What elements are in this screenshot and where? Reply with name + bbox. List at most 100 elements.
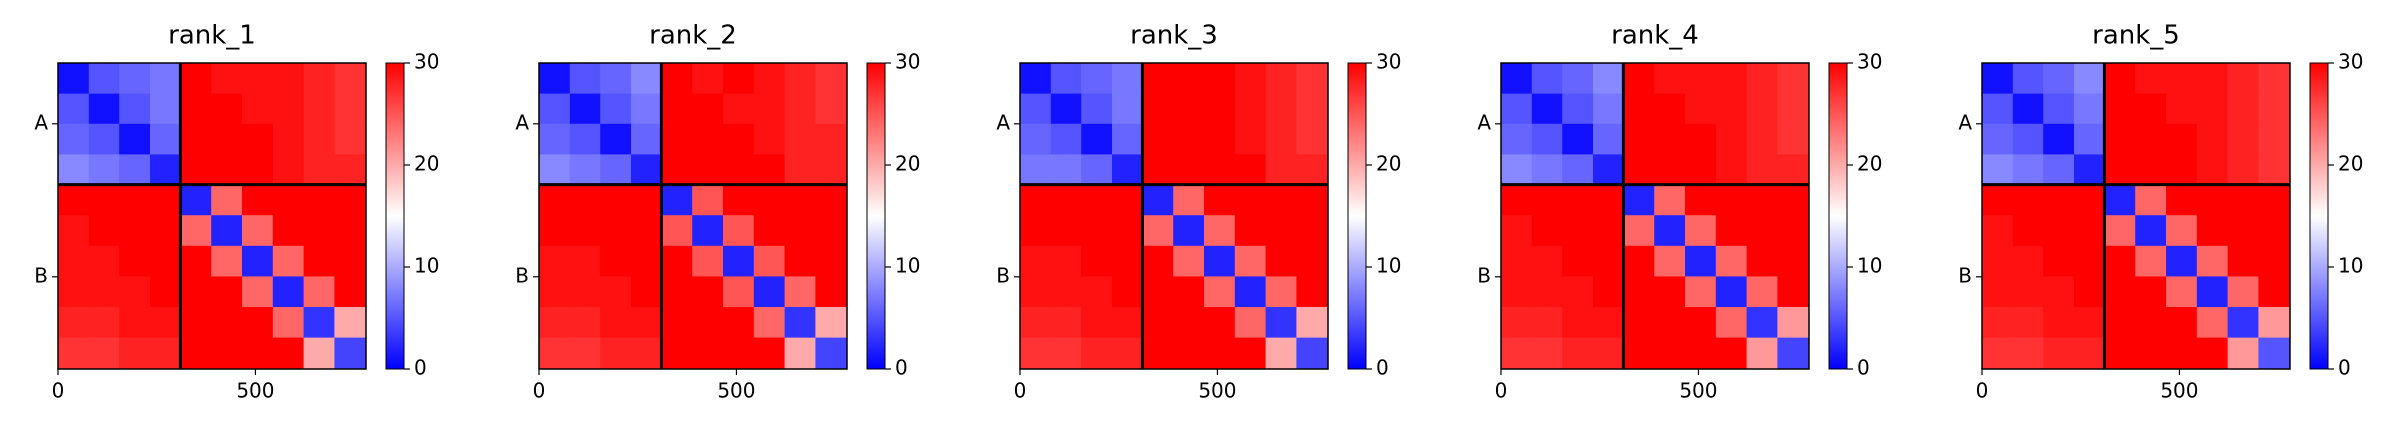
plot-frame <box>1981 62 2291 370</box>
heatmap-cell <box>1173 123 1205 155</box>
heatmap-cell <box>1654 276 1686 308</box>
heatmap-cell <box>2258 63 2291 95</box>
heatmap-cell <box>1173 276 1205 308</box>
heatmap-cell <box>2074 93 2105 125</box>
heatmap-cell <box>692 215 724 247</box>
heatmap-cell <box>784 276 816 308</box>
heatmap-cell <box>569 184 601 216</box>
heatmap-cell <box>2135 337 2167 370</box>
heatmap-cell <box>723 307 755 339</box>
heatmap-cell <box>661 154 693 186</box>
chart-title: rank_5 <box>2092 21 2180 51</box>
heatmap-cell <box>569 93 601 125</box>
heatmap-cell <box>180 245 212 277</box>
colorbar-tick-label: 20 <box>1376 152 1401 176</box>
heatmap-cell <box>631 154 662 186</box>
heatmap-cell <box>2012 276 2044 308</box>
heatmap-cell <box>272 184 305 216</box>
heatmap-cell <box>180 154 212 186</box>
heatmap-cell <box>2196 276 2229 308</box>
heatmap-cell <box>1501 307 1533 339</box>
heatmap-cell <box>2043 245 2075 277</box>
heatmap-cell <box>1685 337 1717 370</box>
heatmap-cell <box>1623 184 1655 216</box>
heatmap-cell <box>1593 123 1624 155</box>
heatmap-cell <box>58 154 90 186</box>
heatmap-cell <box>1081 307 1113 339</box>
heatmap-cell <box>2258 276 2291 308</box>
heatmap-cell <box>815 215 848 247</box>
heatmap-cell <box>815 245 848 277</box>
heatmap-cell <box>2104 307 2136 339</box>
heatmap-cell <box>1112 337 1143 370</box>
heatmap-cell <box>1081 63 1113 95</box>
chart-title: rank_3 <box>1130 21 1218 51</box>
heatmap-cell <box>1715 215 1748 247</box>
heatmap-cell <box>1296 276 1329 308</box>
heatmap-cell <box>723 215 755 247</box>
heatmap-cell <box>150 307 181 339</box>
heatmap-cell <box>1777 245 1810 277</box>
heatmap-cell <box>2227 123 2259 155</box>
heatmap-cell <box>2043 63 2075 95</box>
heatmap-cell <box>2043 215 2075 247</box>
heatmap-cell <box>2166 93 2198 125</box>
heatmap-cell <box>150 93 181 125</box>
heatmap-cell <box>753 337 786 370</box>
heatmap-cell <box>1715 307 1748 339</box>
heatmap-cell <box>784 184 816 216</box>
heatmap-cell <box>1777 276 1810 308</box>
x-tick-label: 500 <box>236 379 274 403</box>
heatmap-cell <box>1204 276 1236 308</box>
heatmap-cell <box>2104 154 2136 186</box>
heatmap-cell <box>600 307 632 339</box>
heatmap-cell <box>1982 307 2014 339</box>
heatmap-cell <box>1531 276 1563 308</box>
heatmap-cell <box>1777 154 1810 186</box>
heatmap-cell <box>180 215 212 247</box>
heatmap-cell <box>2227 307 2259 339</box>
heatmap-cell <box>723 276 755 308</box>
heatmap-cell <box>150 63 181 95</box>
heatmap-cell <box>119 93 151 125</box>
heatmap-cell <box>1112 245 1143 277</box>
heatmap-cell <box>723 154 755 186</box>
heatmap-cell <box>1501 154 1533 186</box>
heatmap-cell <box>242 215 274 247</box>
heatmap-cell <box>661 337 693 370</box>
heatmap-cell <box>303 276 335 308</box>
heatmap-cell <box>303 337 335 370</box>
heatmap-cell <box>2043 337 2075 370</box>
heatmap-cell <box>2227 63 2259 95</box>
heatmap-cell <box>2258 154 2291 186</box>
heatmap-cell <box>88 337 120 370</box>
heatmap-cell <box>1234 215 1267 247</box>
heatmap-cell <box>334 154 367 186</box>
heatmap-cell <box>784 123 816 155</box>
heatmap-cell <box>1685 276 1717 308</box>
heatmap-cell <box>1501 93 1533 125</box>
heatmap-cell <box>1501 63 1533 95</box>
heatmap-cell <box>753 123 786 155</box>
x-tick-label: 0 <box>1495 379 1508 403</box>
heatmap-cell <box>211 93 243 125</box>
heatmap-cell <box>600 184 632 216</box>
heatmap-cell <box>119 154 151 186</box>
heatmap-cell <box>303 93 335 125</box>
colorbar-tick-label: 10 <box>895 254 920 278</box>
heatmap-cell <box>2104 184 2136 216</box>
heatmap-cell <box>1715 123 1748 155</box>
heatmap-cell <box>1562 215 1594 247</box>
heatmap-cell <box>1501 337 1533 370</box>
heatmap-cell <box>1593 154 1624 186</box>
chart-title: rank_1 <box>168 21 256 51</box>
heatmap-cell <box>2258 245 2291 277</box>
heatmap-cell <box>1777 63 1810 95</box>
heatmap-cell <box>211 307 243 339</box>
heatmap-cell <box>692 123 724 155</box>
heatmap-cell <box>1173 184 1205 216</box>
heatmap-cell <box>1112 215 1143 247</box>
heatmap-cell <box>119 337 151 370</box>
y-tick-label: A <box>1958 110 1972 134</box>
heatmap-cell <box>692 184 724 216</box>
